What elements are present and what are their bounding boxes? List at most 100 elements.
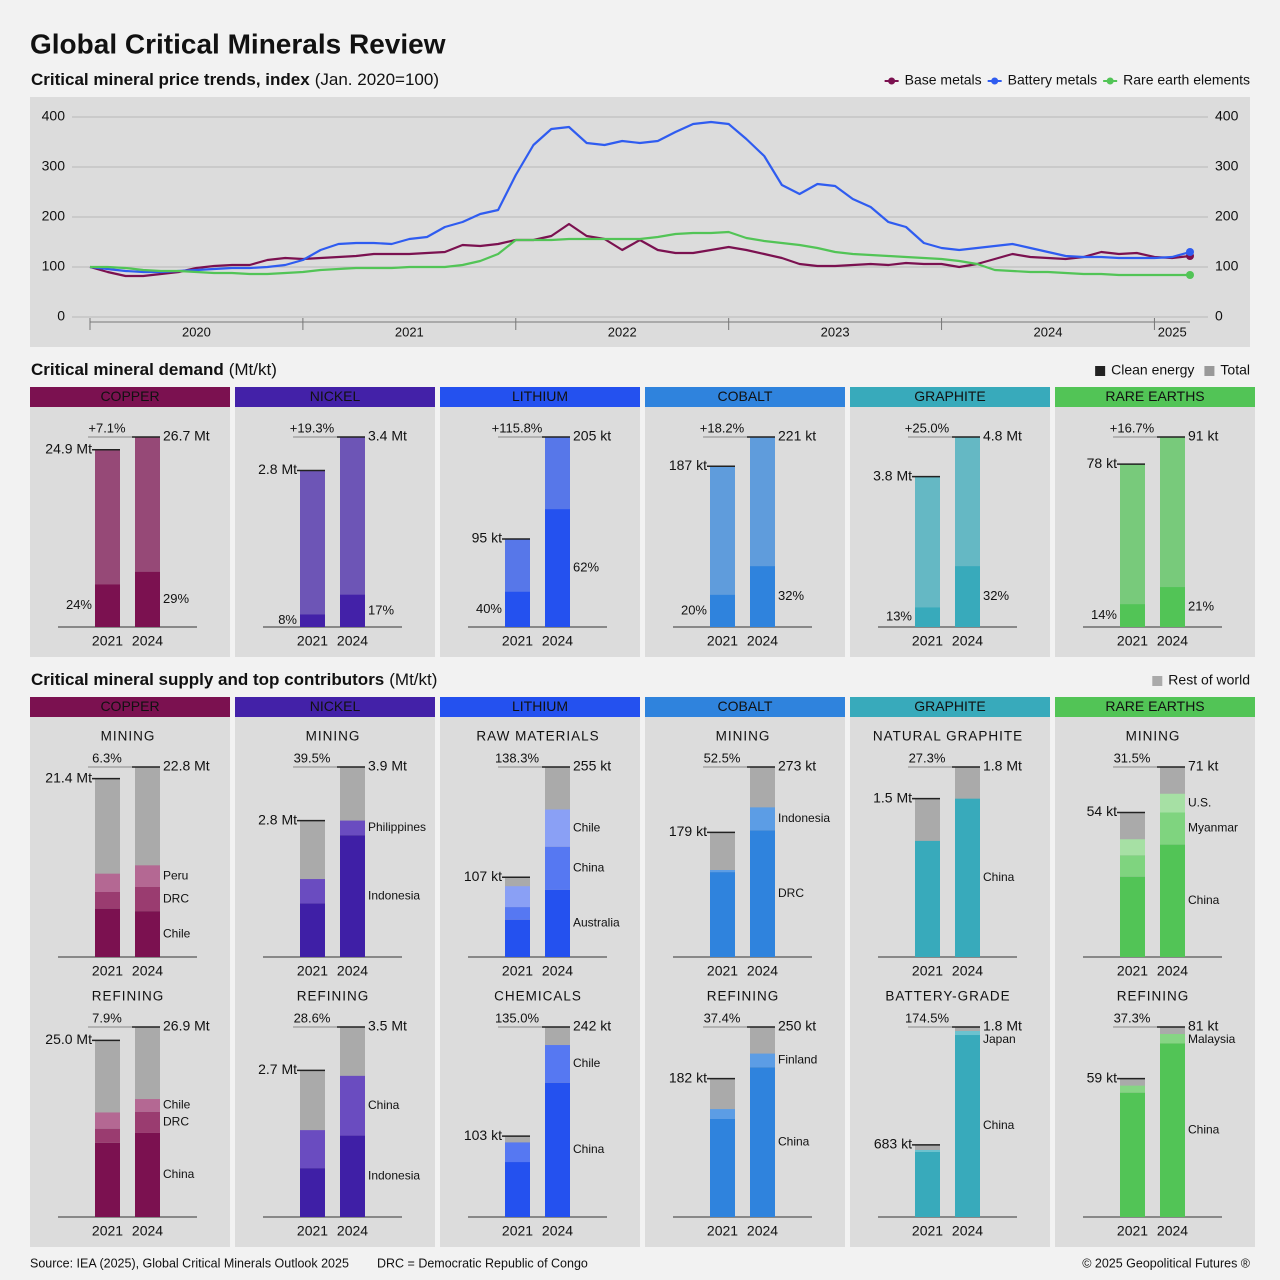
contributor-segment: [710, 1118, 735, 1217]
contributor-segment: [1120, 876, 1145, 957]
contributor-label: DRC: [778, 886, 804, 900]
panel-name: COPPER: [100, 388, 159, 404]
year-label: 2024: [747, 963, 778, 979]
panel-background: [1055, 407, 1255, 657]
share-label: 14%: [1091, 607, 1117, 622]
panel-header: [235, 697, 435, 717]
clean-energy-bar: [710, 594, 735, 627]
value-label: 59 kt: [1087, 1069, 1117, 1085]
legend-dot: [1106, 77, 1114, 85]
contributor-segment: [135, 1132, 160, 1217]
year-label: 2024: [1157, 963, 1188, 979]
stage-title: REFINING: [707, 989, 780, 1004]
contributor-segment: [135, 1099, 160, 1112]
contributor-label: DRC: [163, 891, 189, 905]
change-label: +25.0%: [905, 420, 950, 435]
legend-dot: [991, 77, 999, 85]
year-label: 2024: [542, 963, 573, 979]
contributor-segment: [340, 1135, 365, 1217]
year-label: 2024: [747, 633, 778, 649]
year-label: 2021: [502, 1223, 533, 1239]
value-label: 250 kt: [778, 1018, 816, 1034]
contributor-segment: [545, 1045, 570, 1083]
price-line: [89, 120, 1191, 274]
value-label: 91 kt: [1188, 428, 1218, 444]
year-label: 2021: [1117, 963, 1148, 979]
clean-energy-bar: [1160, 587, 1185, 627]
year-label: 2021: [1117, 633, 1148, 649]
x-tick-label: 2020: [182, 324, 211, 339]
year-label: 2024: [132, 1223, 163, 1239]
panel-header: [850, 697, 1050, 717]
year-label: 2021: [297, 633, 328, 649]
panel-header: [440, 387, 640, 407]
stage-title: MINING: [306, 729, 361, 744]
legend-label: Rest of world: [1168, 672, 1250, 688]
contributor-segment: [135, 1111, 160, 1133]
contributor-segment: [95, 892, 120, 909]
value-label: 22.8 Mt: [163, 758, 210, 774]
value-label: 26.9 Mt: [163, 1018, 210, 1034]
value-label: 71 kt: [1188, 758, 1218, 774]
panel-name: LITHIUM: [512, 698, 568, 714]
year-label: 2021: [912, 633, 943, 649]
value-label: 1.8 Mt: [983, 1018, 1022, 1034]
contributor-segment: [915, 1151, 940, 1217]
panel-header: [30, 387, 230, 407]
change-label: 37.3%: [1114, 1010, 1151, 1025]
end-dot: [1186, 271, 1194, 279]
contributor-segment: [95, 1142, 120, 1217]
contributor-segment: [1160, 844, 1185, 957]
year-label: 2021: [707, 963, 738, 979]
contributor-segment: [505, 919, 530, 957]
year-label: 2021: [92, 633, 123, 649]
contributor-segment: [95, 873, 120, 892]
contributor-segment: [135, 865, 160, 887]
share-label: 24%: [66, 597, 92, 612]
x-tick-label: 2025: [1158, 324, 1187, 339]
legend-label: Total: [1220, 362, 1250, 378]
contributor-segment: [95, 908, 120, 957]
value-label: 242 kt: [573, 1018, 611, 1034]
section-title: Critical mineral price trends, index: [31, 70, 310, 89]
year-label: 2021: [92, 963, 123, 979]
contributor-segment: [750, 807, 775, 831]
contributor-segment: [955, 798, 980, 957]
change-label: 6.3%: [92, 750, 122, 765]
stage-title: BATTERY-GRADE: [885, 989, 1010, 1004]
panel-header: [440, 697, 640, 717]
value-label: 221 kt: [778, 428, 816, 444]
year-label: 2024: [337, 963, 368, 979]
change-label: 27.3%: [909, 750, 946, 765]
section-subtitle: (Jan. 2020=100): [315, 70, 439, 89]
contributor-segment: [710, 1109, 735, 1119]
panel-background: [850, 717, 1050, 1247]
contributor-segment: [300, 903, 325, 957]
value-label: 255 kt: [573, 758, 611, 774]
year-label: 2021: [1117, 1223, 1148, 1239]
contributor-segment: [915, 1149, 940, 1152]
stage-title: RAW MATERIALS: [476, 729, 599, 744]
contributor-label: Indonesia: [778, 811, 830, 825]
contributor-label: U.S.: [1188, 795, 1211, 809]
contributor-segment: [710, 870, 735, 873]
contributor-segment: [95, 1128, 120, 1143]
clean-energy-bar: [300, 614, 325, 627]
value-label: 3.9 Mt: [368, 758, 407, 774]
value-label: 3.5 Mt: [368, 1018, 407, 1034]
value-label: 1.5 Mt: [873, 789, 912, 805]
share-label: 62%: [573, 560, 599, 575]
panel-name: GRAPHITE: [914, 388, 986, 404]
contributor-segment: [1160, 812, 1185, 845]
change-label: 28.6%: [294, 1010, 331, 1025]
contributor-label: Chile: [163, 926, 191, 940]
contributor-label: Japan: [983, 1032, 1016, 1046]
contributor-label: China: [983, 870, 1015, 884]
source: Source: IEA (2025), Global Critical Mine…: [30, 1256, 349, 1270]
price-line: [90, 230, 1190, 277]
page-title: Global Critical Minerals Review: [30, 28, 446, 59]
value-label: 2.8 Mt: [258, 811, 297, 827]
contributor-segment: [1120, 1085, 1145, 1093]
contributor-segment: [340, 835, 365, 957]
